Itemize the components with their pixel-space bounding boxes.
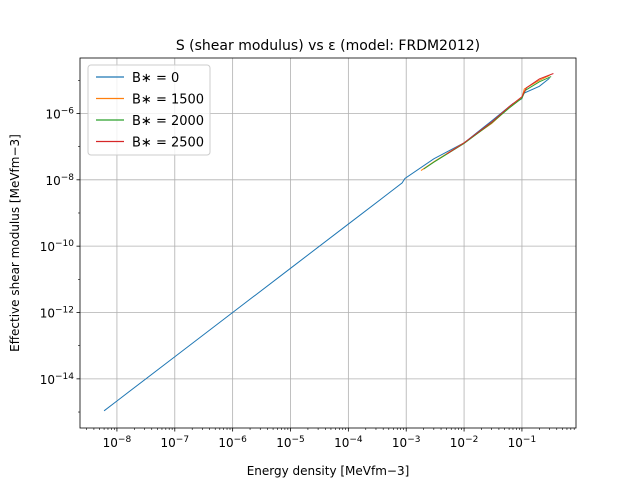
x-tick-label: 10−2 [450,435,479,450]
x-axis-label: Energy density [MeVfm−3] [247,464,410,478]
y-tick-label: 10−12 [40,306,74,321]
legend-label: B∗ = 2500 [132,136,204,151]
legend-label: B∗ = 0 [132,71,179,86]
series-line [446,73,554,155]
x-tick-label: 10−7 [161,435,190,450]
chart-title: S (shear modulus) vs ε (model: FRDM2012) [176,38,480,54]
y-tick-label: 10−8 [45,173,74,188]
legend-box [87,64,211,156]
y-tick-label: 10−6 [45,106,74,121]
legend-label: B∗ = 1500 [132,93,204,108]
x-tick-label: 10−3 [392,435,421,450]
x-tick-label: 10−4 [334,435,363,450]
x-tick-label: 10−5 [276,435,305,450]
x-tick-label: 10−1 [508,435,537,450]
legend-label: B∗ = 2000 [132,114,204,129]
y-tick-label: 10−14 [40,372,75,387]
series-line [420,74,550,171]
plot-frame [79,57,577,429]
x-tick-label: 10−6 [218,435,247,450]
series-line [423,76,552,170]
x-tick-label: 10−8 [103,435,132,450]
y-axis-label: Effective shear modulus [MeVfm−3] [8,134,22,352]
grid [80,58,576,428]
y-tick-label: 10−10 [40,239,75,254]
